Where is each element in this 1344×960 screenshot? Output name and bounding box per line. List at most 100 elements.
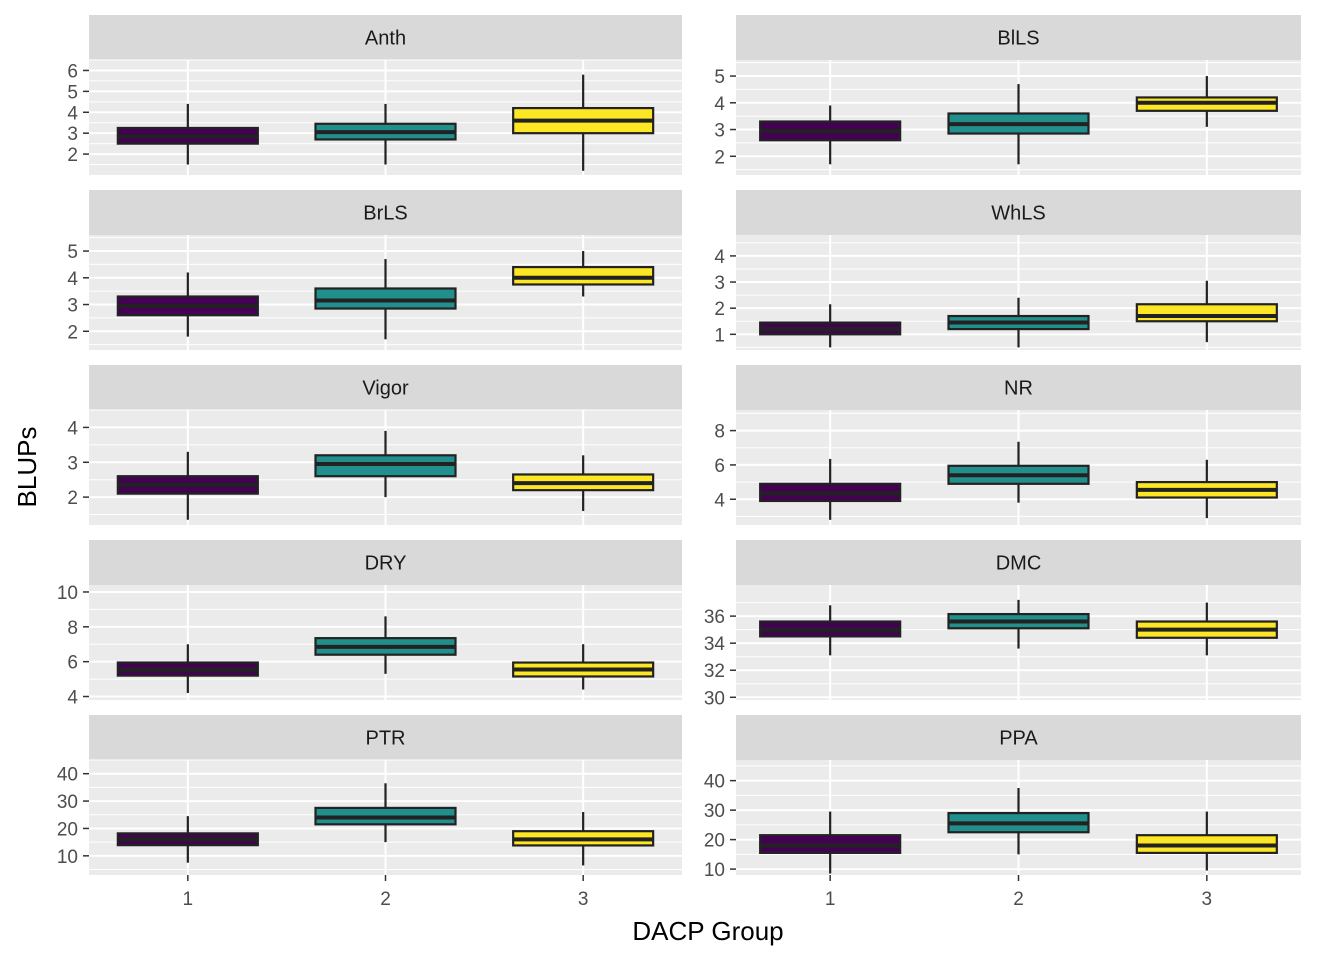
box-group-1	[116, 816, 259, 863]
facet-strip-label: PTR	[366, 728, 406, 750]
y-tick-label: 40	[57, 765, 78, 786]
y-tick-label: 8	[67, 618, 78, 639]
box-group-3	[512, 251, 655, 297]
box-group-1	[759, 105, 902, 165]
box-group-3	[1135, 459, 1278, 519]
facet-strip	[736, 190, 1301, 235]
box-group-2	[314, 259, 457, 340]
box-group-2	[947, 599, 1090, 649]
facet-strip-label: NR	[1004, 378, 1033, 400]
facet-panel-vigor: Vigor 2 3 4	[67, 365, 682, 525]
y-tick-label: 5	[714, 67, 725, 88]
y-tick-label: 2	[67, 145, 78, 166]
y-tick-label: 3	[67, 124, 78, 145]
box-group-1	[759, 811, 902, 874]
facet-strip-label: Anth	[365, 28, 406, 50]
y-tick-label: 36	[704, 607, 725, 628]
facet-strip	[89, 715, 682, 760]
facet-panel-nr: NR 4 6 8	[714, 365, 1301, 525]
box-group-1	[116, 103, 259, 165]
y-tick-label: 34	[704, 634, 726, 655]
x-axis-title: DACP Group	[632, 916, 783, 946]
y-tick-label: 2	[714, 147, 725, 168]
y-tick-label: 4	[67, 418, 78, 439]
facet-strip	[89, 365, 682, 410]
x-tick-label: 2	[1013, 889, 1024, 910]
y-tick-label: 4	[67, 269, 78, 290]
box-iqr	[512, 265, 655, 286]
box-group-3	[1135, 811, 1278, 871]
y-tick-label: 1	[714, 325, 725, 346]
facet-panel-brls: BrLS 2 3 4 5	[67, 190, 682, 350]
y-tick-label: 4	[67, 103, 78, 124]
facet-panel-ptr: PTR 10 20 30 40 1 2 3	[57, 715, 682, 910]
box-group-2	[314, 783, 457, 843]
box-group-2	[947, 84, 1090, 165]
y-tick-label: 3	[67, 296, 78, 317]
facet-strip	[736, 715, 1301, 760]
facet-panel-blls: BlLS 2 3 4 5	[714, 15, 1301, 175]
y-tick-label: 5	[67, 242, 78, 263]
y-tick-label: 30	[704, 801, 725, 822]
y-tick-label: 6	[67, 653, 78, 674]
x-tick-label: 3	[578, 889, 589, 910]
y-tick-label: 8	[714, 422, 725, 443]
facet-strip	[736, 540, 1301, 585]
y-tick-label: 4	[67, 688, 78, 709]
y-tick-label: 32	[704, 661, 725, 682]
y-tick-label: 10	[57, 847, 78, 868]
facet-panel-dry: DRY 4 6 8 10	[57, 540, 682, 709]
x-tick-label: 1	[183, 889, 194, 910]
y-tick-label: 30	[704, 688, 725, 709]
y-tick-label: 10	[57, 583, 78, 604]
box-group-1	[759, 458, 902, 520]
facet-strip-label: DRY	[365, 553, 407, 575]
y-tick-label: 3	[67, 453, 78, 474]
y-tick-label: 6	[714, 456, 725, 477]
facet-panel-ppa: PPA 10 20 30 40 1 2 3	[704, 715, 1301, 910]
y-tick-label: 4	[714, 490, 725, 511]
box-group-1	[116, 644, 259, 694]
y-tick-label: 10	[704, 860, 725, 881]
box-group-2	[947, 441, 1090, 503]
box-group-3	[512, 812, 655, 866]
box-group-3	[512, 455, 655, 512]
box-group-1	[116, 451, 259, 520]
facet-panel-whls: WhLS 1 2 3 4	[714, 190, 1301, 350]
y-tick-label: 20	[57, 819, 78, 840]
facet-strip-label: BrLS	[363, 203, 407, 225]
box-group-1	[116, 272, 259, 337]
facet-strip-label: DMC	[996, 553, 1042, 575]
y-tick-label: 2	[714, 299, 725, 320]
box-group-2	[314, 616, 457, 674]
box-group-3	[512, 74, 655, 171]
facet-strip-label: Vigor	[362, 378, 409, 400]
box-group-3	[1135, 76, 1278, 127]
y-tick-label: 3	[714, 121, 725, 142]
y-axis-title: BLUPs	[12, 427, 42, 508]
facet-strip	[736, 15, 1301, 60]
y-tick-label: 3	[714, 273, 725, 294]
box-group-2	[314, 103, 457, 165]
y-tick-label: 2	[67, 322, 78, 343]
facet-strip-label: WhLS	[991, 203, 1045, 225]
box-iqr	[314, 287, 457, 310]
x-tick-label: 1	[825, 889, 836, 910]
y-tick-label: 4	[714, 247, 725, 268]
x-tick-label: 2	[380, 889, 391, 910]
box-group-3	[1135, 602, 1278, 656]
box-group-3	[1135, 280, 1278, 343]
box-group-2	[947, 297, 1090, 348]
y-tick-label: 4	[714, 94, 725, 115]
y-tick-label: 20	[704, 831, 725, 852]
facet-strip	[89, 15, 682, 60]
box-group-2	[314, 430, 457, 498]
box-group-3	[512, 644, 655, 690]
facet-strip	[89, 540, 682, 585]
box-group-1	[759, 304, 902, 348]
x-tick-label: 3	[1202, 889, 1213, 910]
y-tick-label: 30	[57, 792, 78, 813]
facet-strip-label: PPA	[999, 728, 1038, 750]
